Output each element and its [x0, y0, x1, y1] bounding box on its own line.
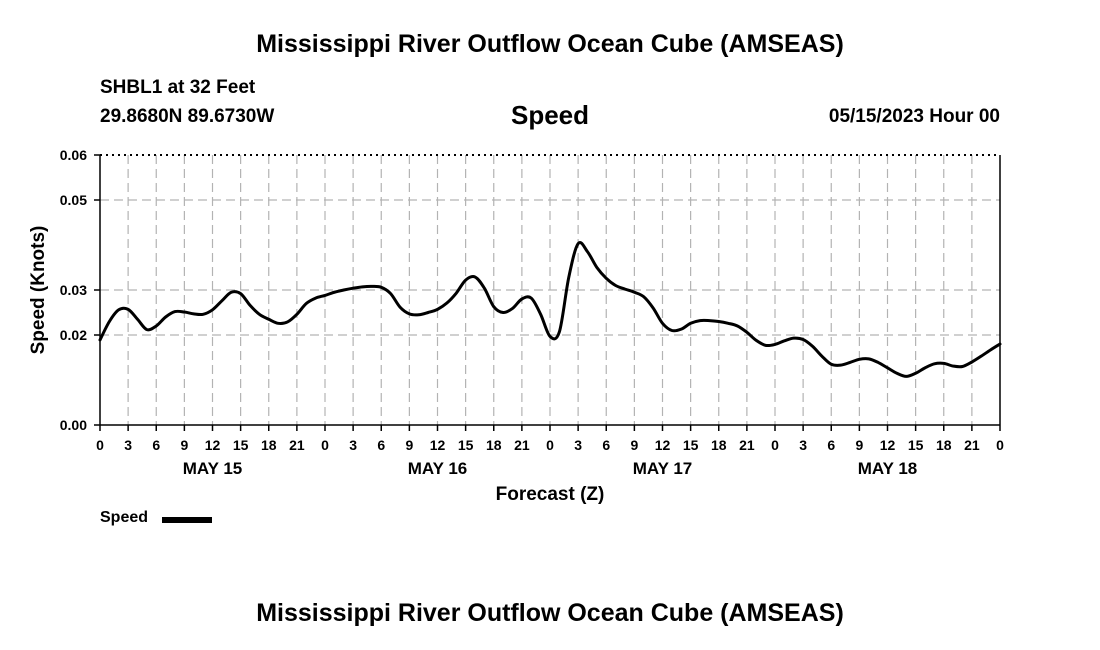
day-label: MAY 15 — [183, 459, 243, 478]
x-tick-label: 15 — [458, 437, 474, 453]
x-tick-label: 3 — [124, 437, 132, 453]
x-tick-label: 15 — [908, 437, 924, 453]
station-label: SHBL1 at 32 Feet — [100, 77, 256, 98]
legend-swatch — [162, 517, 212, 523]
x-tick-label: 9 — [855, 437, 863, 453]
x-tick-label: 6 — [377, 437, 385, 453]
y-tick-label: 0.06 — [60, 147, 87, 163]
x-tick-label: 18 — [936, 437, 952, 453]
x-tick-label: 21 — [289, 437, 305, 453]
x-tick-label: 9 — [180, 437, 188, 453]
x-tick-label: 12 — [880, 437, 896, 453]
x-tick-label: 12 — [430, 437, 446, 453]
day-label: MAY 17 — [633, 459, 693, 478]
x-tick-label: 9 — [405, 437, 413, 453]
x-tick-label: 0 — [96, 437, 104, 453]
x-tick-label: 0 — [546, 437, 554, 453]
x-tick-label: 3 — [574, 437, 582, 453]
y-tick-label: 0.05 — [60, 192, 87, 208]
x-tick-label: 12 — [205, 437, 221, 453]
x-tick-label: 3 — [349, 437, 357, 453]
x-tick-label: 6 — [827, 437, 835, 453]
y-tick-label: 0.02 — [60, 327, 87, 343]
x-tick-label: 12 — [655, 437, 671, 453]
x-tick-label: 9 — [630, 437, 638, 453]
speed-series-line — [98, 241, 1002, 378]
x-axis-title: Forecast (Z) — [496, 484, 605, 505]
x-tick-label: 0 — [996, 437, 1004, 453]
legend-label: Speed — [100, 509, 149, 526]
footer-title: Mississippi River Outflow Ocean Cube (AM… — [256, 599, 844, 627]
y-tick-label: 0.03 — [60, 282, 87, 298]
x-tick-label: 21 — [964, 437, 980, 453]
day-label: MAY 18 — [858, 459, 918, 478]
y-axis-title: Speed (Knots) — [28, 226, 49, 355]
x-tick-label: 6 — [152, 437, 160, 453]
x-tick-label: 3 — [799, 437, 807, 453]
x-tick-label: 15 — [233, 437, 249, 453]
x-tick-label: 0 — [771, 437, 779, 453]
station-coordinates: 29.8680N 89.6730W — [100, 106, 275, 127]
x-tick-label: 0 — [321, 437, 329, 453]
x-tick-label: 21 — [514, 437, 530, 453]
x-tick-label: 21 — [739, 437, 755, 453]
x-tick-label: 6 — [602, 437, 610, 453]
x-tick-label: 18 — [711, 437, 727, 453]
day-label: MAY 16 — [408, 459, 468, 478]
metric-title: Speed — [510, 100, 590, 130]
x-tick-label: 18 — [261, 437, 277, 453]
chart-title: Mississippi River Outflow Ocean Cube (AM… — [256, 30, 844, 58]
y-tick-label: 0.00 — [60, 417, 87, 433]
x-tick-label: 15 — [683, 437, 699, 453]
forecast-datetime: 05/15/2023 Hour 00 — [828, 106, 1000, 127]
x-tick-label: 18 — [486, 437, 502, 453]
